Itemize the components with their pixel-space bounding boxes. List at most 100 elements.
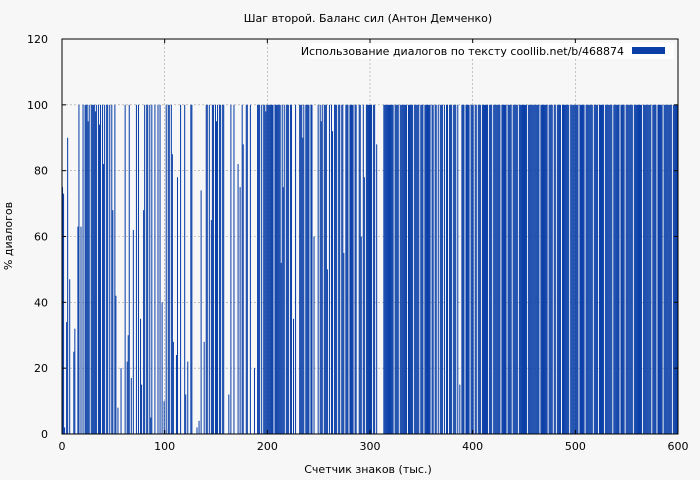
- bar: [386, 104, 388, 434]
- bar: [427, 104, 429, 434]
- bar: [551, 104, 553, 434]
- y-tick-label: 80: [34, 165, 48, 178]
- bar: [383, 104, 385, 434]
- bar: [90, 104, 92, 434]
- bar: [132, 229, 134, 434]
- bar: [280, 262, 282, 434]
- bar: [233, 104, 235, 434]
- bar: [512, 104, 514, 434]
- bar: [405, 104, 407, 434]
- bar: [384, 104, 386, 434]
- bar: [467, 104, 469, 434]
- bar: [675, 104, 677, 434]
- bar: [536, 104, 538, 434]
- bar: [475, 104, 477, 434]
- bar: [92, 104, 94, 434]
- bar: [623, 104, 625, 434]
- bar: [275, 104, 277, 434]
- bar: [594, 104, 596, 434]
- bar: [510, 104, 512, 434]
- bar: [496, 104, 498, 434]
- bar: [94, 111, 96, 435]
- bar: [589, 104, 591, 434]
- bar: [274, 104, 276, 434]
- bar: [640, 104, 642, 434]
- x-tick-label: 600: [668, 440, 689, 453]
- bar: [478, 104, 480, 434]
- bar: [98, 124, 100, 434]
- bar: [565, 104, 567, 434]
- bar: [655, 104, 657, 434]
- bar: [147, 104, 149, 434]
- bar: [616, 104, 618, 434]
- bar: [608, 104, 610, 434]
- bar: [270, 104, 272, 434]
- bar: [191, 104, 193, 434]
- bar: [350, 104, 352, 434]
- bar: [319, 104, 321, 434]
- bar: [78, 104, 80, 434]
- y-axis-label: % диалогов: [2, 202, 15, 270]
- bar: [416, 104, 418, 434]
- bar: [518, 104, 520, 434]
- bar: [63, 193, 65, 434]
- bar: [272, 104, 274, 434]
- legend-background: [306, 43, 674, 59]
- bar: [676, 104, 678, 434]
- bar: [556, 104, 558, 434]
- bar: [538, 104, 540, 434]
- bar: [295, 104, 297, 434]
- bar: [269, 104, 271, 434]
- bar: [625, 104, 627, 434]
- bar: [219, 104, 221, 434]
- bar: [558, 104, 560, 434]
- bar: [410, 104, 412, 434]
- bar: [387, 104, 389, 434]
- bar: [454, 104, 456, 434]
- bar: [176, 177, 179, 434]
- bar: [293, 318, 295, 434]
- bar: [373, 104, 375, 434]
- bar: [163, 401, 165, 434]
- bar: [149, 104, 151, 434]
- bar: [328, 104, 330, 434]
- bar: [249, 104, 251, 434]
- bar: [583, 104, 585, 434]
- bar: [185, 394, 187, 434]
- bar: [603, 104, 605, 434]
- bar: [505, 104, 507, 434]
- bar: [401, 104, 403, 434]
- bar: [150, 417, 152, 434]
- bar: [472, 104, 474, 434]
- bar: [493, 104, 495, 434]
- bar: [571, 104, 573, 434]
- bar: [559, 104, 561, 434]
- bar: [300, 104, 302, 434]
- bar: [397, 104, 399, 434]
- bar: [637, 104, 639, 434]
- bar: [417, 104, 419, 434]
- bar: [665, 104, 667, 434]
- bar: [86, 104, 88, 434]
- legend-label: Использование диалогов по тексту coollib…: [301, 45, 624, 58]
- bar: [321, 104, 323, 434]
- bar: [481, 104, 483, 434]
- bar: [279, 104, 281, 434]
- bar: [568, 104, 570, 434]
- bar: [670, 104, 672, 434]
- bar: [246, 104, 248, 434]
- bar: [73, 351, 75, 434]
- bar: [447, 104, 449, 434]
- bar: [445, 104, 447, 434]
- bar: [550, 104, 552, 434]
- bar: [598, 104, 600, 434]
- bar: [585, 104, 587, 434]
- bar: [124, 104, 126, 434]
- bar: [669, 104, 671, 434]
- y-tick-label: 40: [34, 296, 48, 309]
- bar: [471, 104, 473, 434]
- bar: [586, 104, 588, 434]
- bar: [614, 104, 616, 434]
- bar: [638, 104, 641, 434]
- bar: [301, 104, 303, 434]
